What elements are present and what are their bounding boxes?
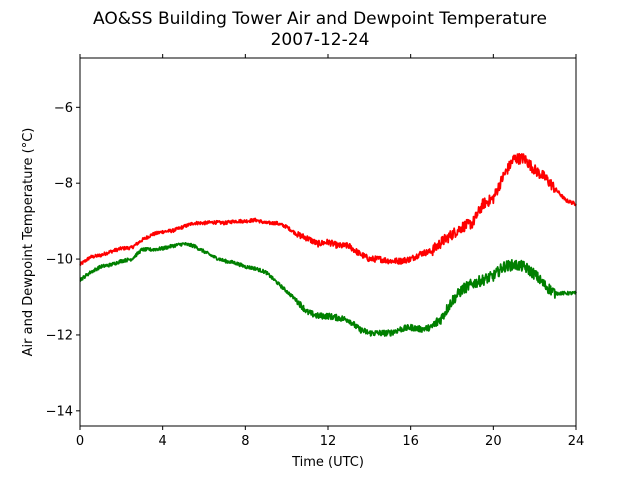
- y-tick-label: −6: [54, 101, 73, 116]
- series-line-0: [79, 152, 577, 267]
- x-tick-label: 20: [485, 434, 502, 449]
- series-line-1: [79, 242, 577, 337]
- chart-title: AO&SS Building Tower Air and Dewpoint Te…: [93, 9, 547, 29]
- y-tick-label: −12: [46, 328, 73, 343]
- x-tick-label: 0: [76, 434, 84, 449]
- x-axis-label: Time (UTC): [291, 455, 364, 470]
- y-tick-label: −8: [54, 177, 73, 192]
- x-tick-label: 24: [568, 434, 585, 449]
- x-tick-label: 16: [402, 434, 419, 449]
- y-axis-label: Air and Dewpoint Temperature (°C): [21, 128, 36, 357]
- y-tick-label: −14: [46, 404, 73, 419]
- x-tick-label: 8: [241, 434, 249, 449]
- series-layer: [79, 152, 577, 337]
- tick-layer: 0 4 8 12 16 20 24 −14 −12 −10 −8 −6: [46, 54, 585, 449]
- x-tick-label: 12: [320, 434, 337, 449]
- x-tick-label: 4: [159, 434, 167, 449]
- y-tick-label: −10: [46, 253, 73, 268]
- chart-subtitle: 2007-12-24: [271, 30, 370, 50]
